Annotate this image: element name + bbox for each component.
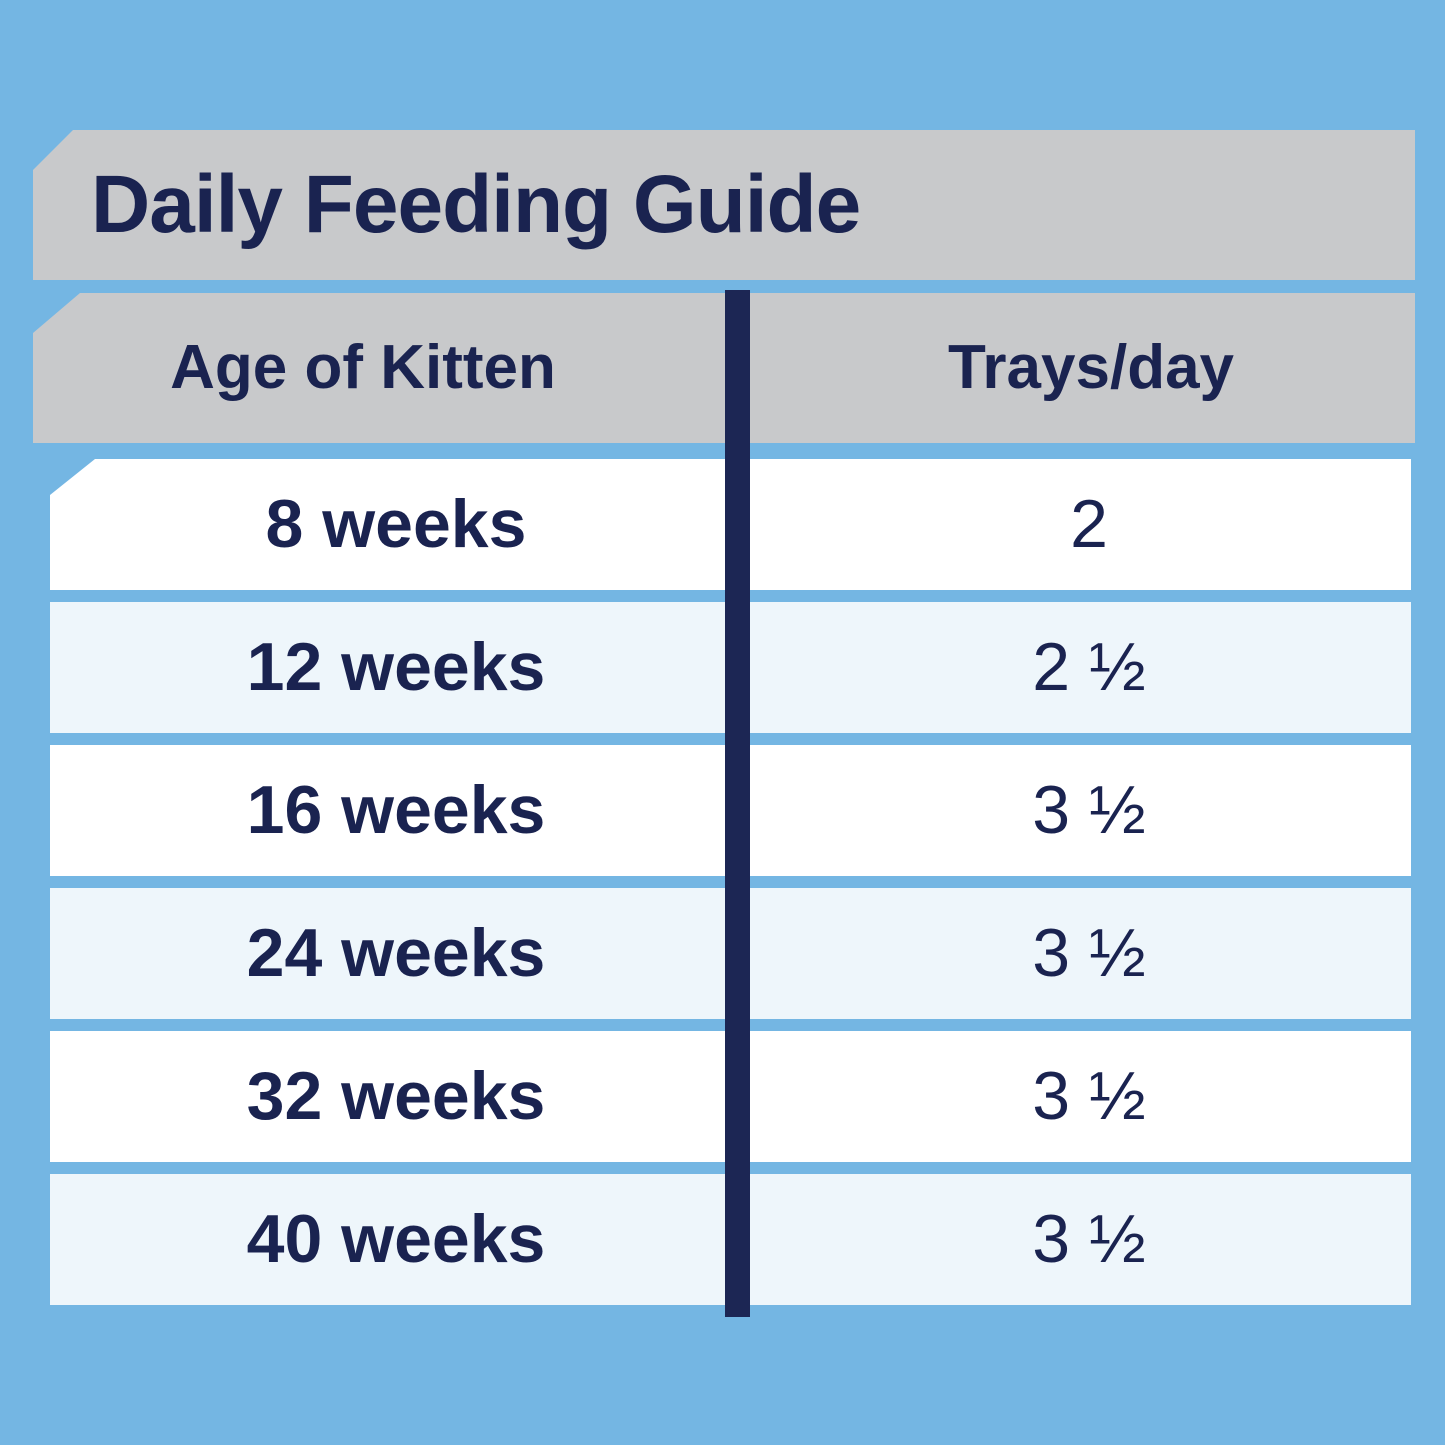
title-banner: Daily Feeding Guide bbox=[33, 130, 1415, 280]
column-header-age: Age of Kitten bbox=[170, 333, 556, 402]
table-header: Age of Kitten Trays/day bbox=[33, 293, 1415, 443]
trays-cell: 2 ½ bbox=[1032, 629, 1146, 705]
trays-cell: 3 ½ bbox=[1032, 915, 1146, 991]
page-title: Daily Feeding Guide bbox=[91, 159, 861, 250]
column-divider bbox=[725, 290, 750, 1317]
age-cell: 12 weeks bbox=[246, 629, 546, 705]
trays-cell: 3 ½ bbox=[1032, 772, 1146, 848]
age-cell: 40 weeks bbox=[246, 1201, 546, 1277]
trays-cell: 3 ½ bbox=[1032, 1201, 1146, 1277]
age-cell: 24 weeks bbox=[246, 915, 546, 991]
age-cell: 8 weeks bbox=[265, 486, 527, 562]
column-header-trays: Trays/day bbox=[947, 333, 1235, 402]
age-cell: 32 weeks bbox=[246, 1058, 546, 1134]
trays-cell: 3 ½ bbox=[1032, 1058, 1146, 1134]
age-cell: 16 weeks bbox=[246, 772, 546, 848]
trays-cell: 2 bbox=[1070, 486, 1108, 562]
